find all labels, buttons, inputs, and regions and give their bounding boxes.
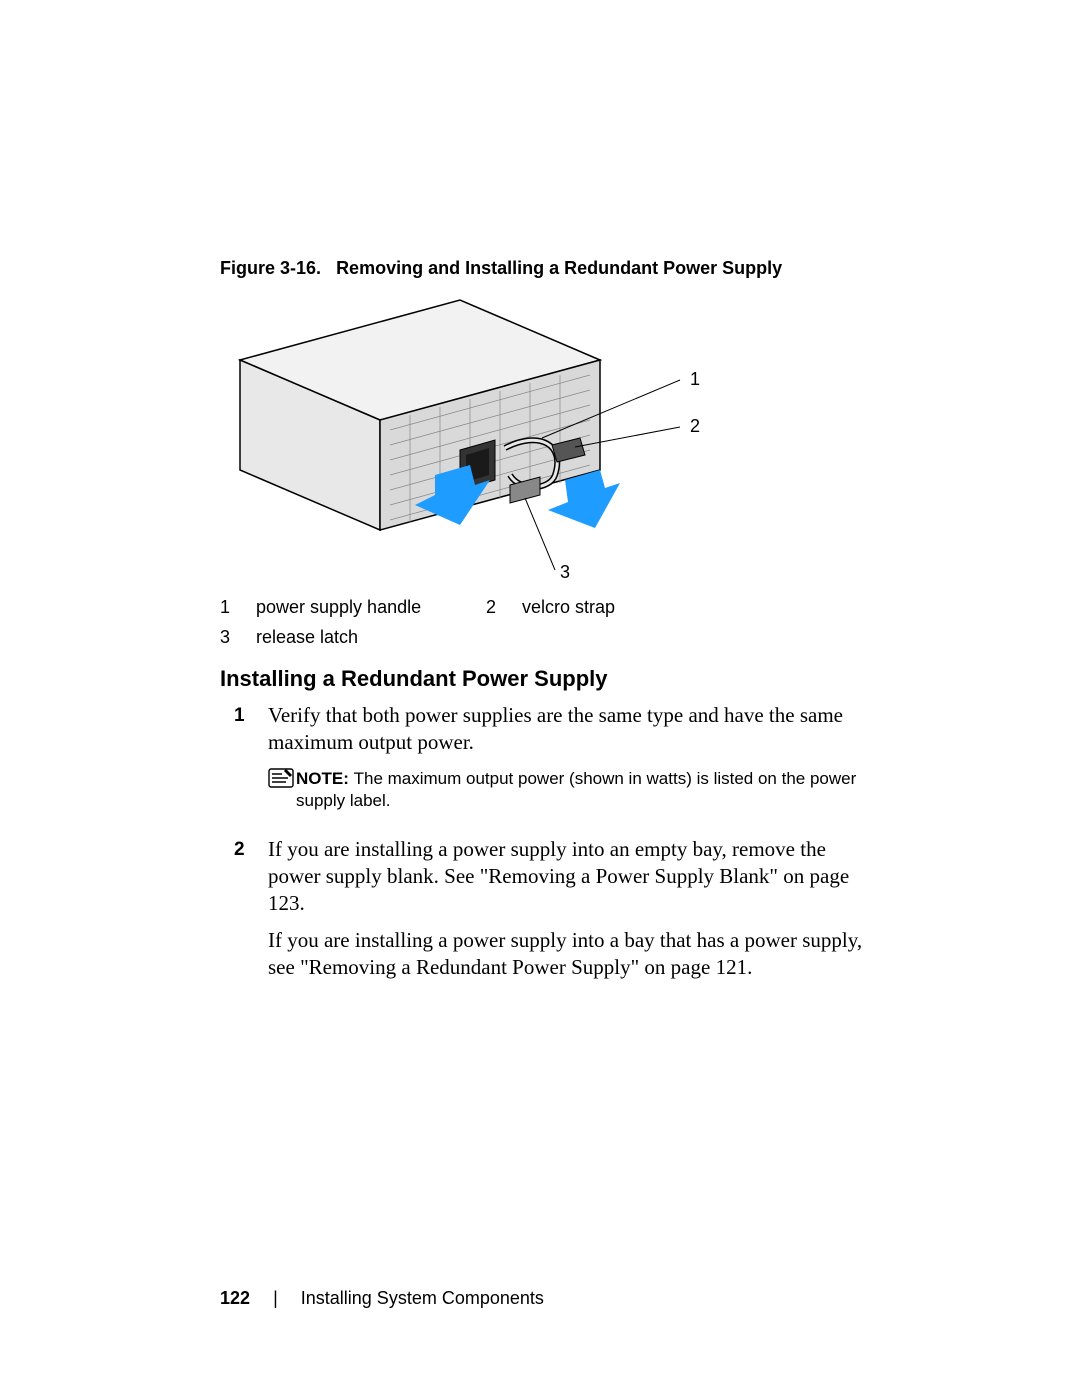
power-supply-diagram: 1 2 3 bbox=[160, 280, 860, 580]
step-list: 1 Verify that both power supplies are th… bbox=[234, 702, 874, 991]
step-2-text: If you are installing a power supply int… bbox=[268, 837, 849, 915]
figure-caption: Figure 3-16. Removing and Installing a R… bbox=[220, 258, 782, 279]
legend-num-3: 3 bbox=[220, 622, 256, 652]
callout-3: 3 bbox=[560, 562, 570, 580]
section-heading: Installing a Redundant Power Supply bbox=[220, 666, 607, 692]
figure-label: Figure 3-16. bbox=[220, 258, 321, 278]
figure-legend: 1 power supply handle 2 velcro strap 3 r… bbox=[220, 592, 752, 652]
note-text: The maximum output power (shown in watts… bbox=[296, 769, 856, 810]
legend-label-3: release latch bbox=[256, 622, 486, 652]
step-2: 2 If you are installing a power supply i… bbox=[234, 836, 874, 981]
step-2-followon: If you are installing a power supply int… bbox=[268, 927, 874, 981]
figure-title: Removing and Installing a Redundant Powe… bbox=[336, 258, 782, 278]
step-2-number: 2 bbox=[234, 836, 268, 981]
legend-label-2: velcro strap bbox=[522, 592, 752, 622]
step-1-number: 1 bbox=[234, 702, 268, 826]
callout-1: 1 bbox=[690, 369, 700, 389]
legend-label-1: power supply handle bbox=[256, 592, 486, 622]
document-page: Figure 3-16. Removing and Installing a R… bbox=[0, 0, 1080, 1397]
note-icon bbox=[268, 768, 296, 790]
page-footer: 122 | Installing System Components bbox=[220, 1288, 544, 1309]
chapter-title: Installing System Components bbox=[301, 1288, 544, 1308]
footer-separator: | bbox=[273, 1288, 278, 1308]
legend-num-1: 1 bbox=[220, 592, 256, 622]
step-1-text: Verify that both power supplies are the … bbox=[268, 703, 843, 754]
note-label: NOTE: bbox=[296, 769, 354, 788]
callout-2: 2 bbox=[690, 416, 700, 436]
legend-num-2: 2 bbox=[486, 592, 522, 622]
step-1: 1 Verify that both power supplies are th… bbox=[234, 702, 874, 826]
page-number: 122 bbox=[220, 1288, 250, 1308]
note-block: NOTE: The maximum output power (shown in… bbox=[268, 768, 874, 812]
